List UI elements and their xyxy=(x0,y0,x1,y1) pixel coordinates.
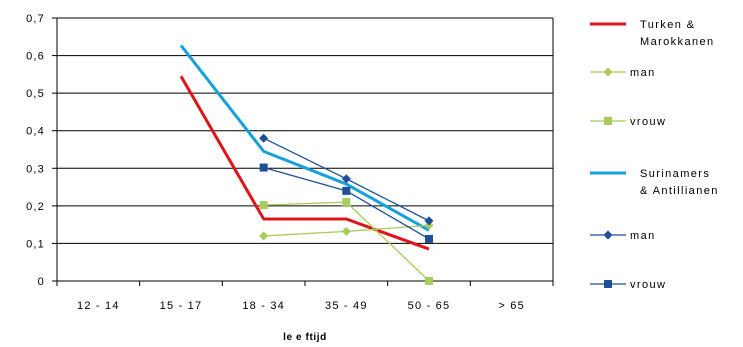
series-1 xyxy=(259,220,434,241)
data-point xyxy=(259,133,269,143)
data-point xyxy=(342,198,351,207)
legend-label: & Antillianen xyxy=(640,185,719,197)
legend-entry-5: vrouw xyxy=(590,279,666,291)
legend-marker xyxy=(604,280,612,288)
legend-entry-1: man xyxy=(590,67,656,79)
y-tick-label: 0,1 xyxy=(26,238,45,250)
x-tick-label: 15 - 17 xyxy=(160,300,203,312)
data-point xyxy=(341,174,351,184)
y-tick-label: 0,2 xyxy=(26,201,45,213)
y-tick-label: 0,3 xyxy=(26,163,45,175)
data-point xyxy=(425,277,433,285)
legend-entry-0: Turken & Marokkanen xyxy=(590,19,715,48)
y-tick-label: 0,7 xyxy=(26,13,45,25)
series-5 xyxy=(259,163,433,243)
x-tick-label: > 65 xyxy=(498,300,525,312)
legend-marker xyxy=(603,230,613,240)
data-point xyxy=(424,220,434,230)
series-3 xyxy=(179,44,430,232)
data-point xyxy=(424,216,434,226)
data-point xyxy=(259,163,268,172)
legend-marker xyxy=(603,67,613,77)
legend-label: Turken & xyxy=(640,19,695,31)
x-tick-label: 18 - 34 xyxy=(242,300,285,312)
data-point xyxy=(259,201,268,210)
series-4 xyxy=(259,133,434,226)
legend: Turken & Marokkanen man vrouw Surinamers & An… xyxy=(590,19,719,291)
legend-label: Surinamers xyxy=(640,168,710,180)
y-tick-label: 0,4 xyxy=(26,126,45,138)
y-tick-label: 0,6 xyxy=(26,51,45,63)
data-point xyxy=(259,231,269,241)
data-point xyxy=(341,226,351,236)
legend-label: vrouw xyxy=(630,279,666,291)
data-point xyxy=(342,186,351,195)
series-line xyxy=(179,44,430,232)
series-line xyxy=(179,75,430,251)
y-tick-label: 0 xyxy=(38,276,45,288)
legend-entry-4: man xyxy=(590,230,656,242)
legend-entry-2: vrouw xyxy=(590,116,666,128)
y-tick-label: 0,5 xyxy=(26,88,45,100)
series-0 xyxy=(179,75,430,251)
data-point xyxy=(425,234,433,243)
series xyxy=(179,44,434,285)
x-tick-label: 12 - 14 xyxy=(77,300,120,312)
series-2 xyxy=(259,198,433,285)
legend-label: vrouw xyxy=(630,116,666,128)
legend-label: Marokkanen xyxy=(640,36,715,48)
x-tick-label: 35 - 49 xyxy=(325,300,368,312)
legend-label: man xyxy=(630,67,656,79)
x-tick-label: 50 - 65 xyxy=(408,300,451,312)
axes: 0 0,1 0,2 0,3 0,4 0,5 0,6 0,7 12 - 14 15 - 17 18 -… xyxy=(26,13,554,312)
x-axis-title: le e ftijd xyxy=(283,332,327,343)
grid-lines xyxy=(57,17,553,244)
legend-marker xyxy=(604,117,612,125)
legend-entry-3: Surinamers & Antillianen xyxy=(590,168,719,197)
legend-label: man xyxy=(630,230,656,242)
